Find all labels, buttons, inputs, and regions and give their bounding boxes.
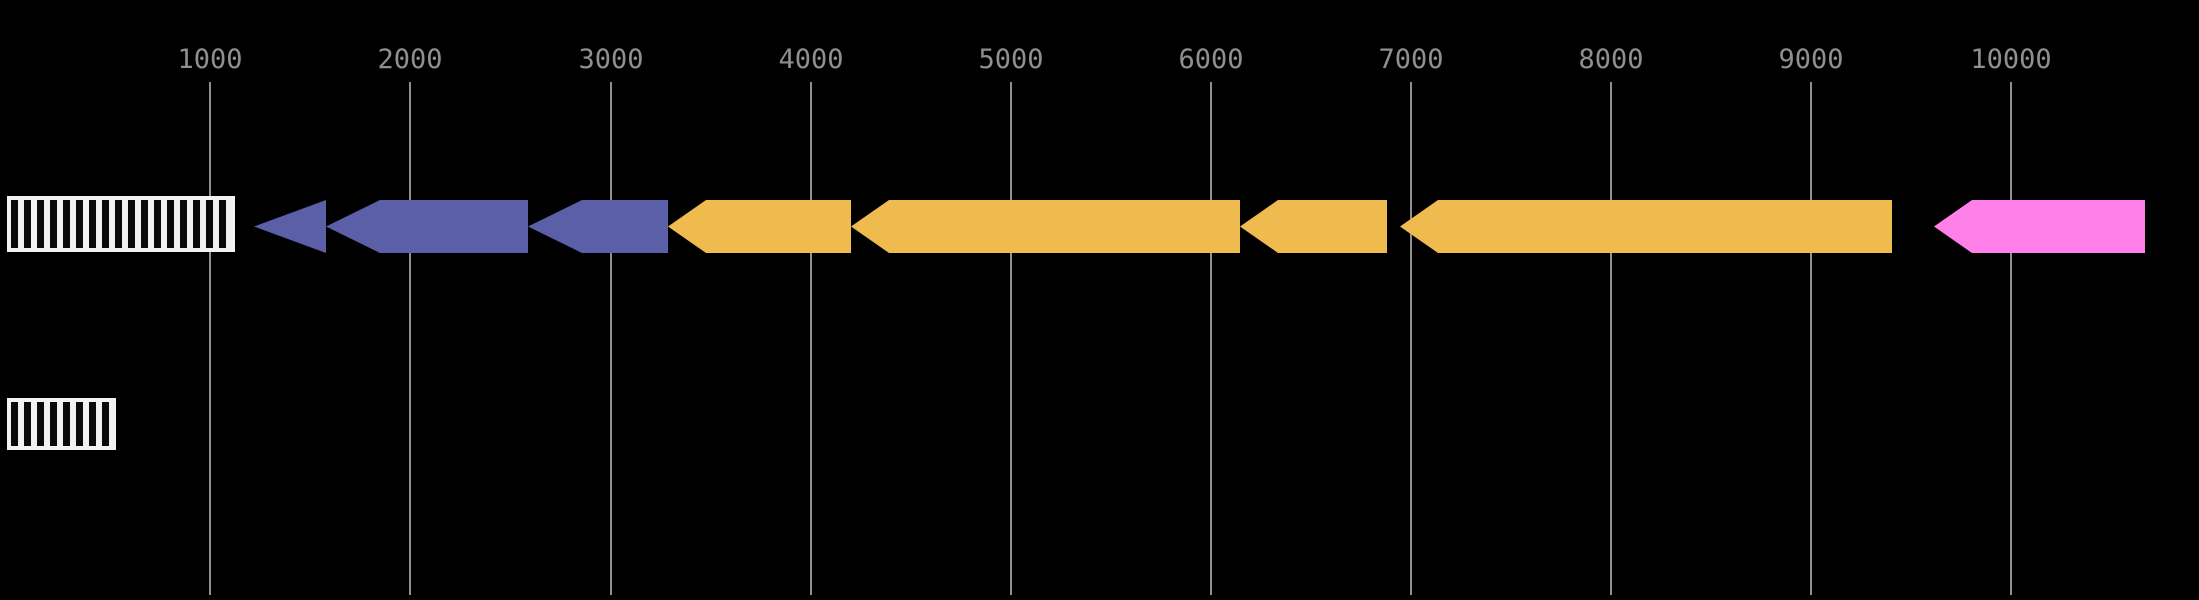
- arrow-orange-2-shape: [851, 200, 1240, 253]
- hatched-box-main: [7, 196, 235, 252]
- gridline-7000: [1410, 82, 1412, 595]
- arrow-blue-1-shape: [254, 200, 326, 253]
- axis-tick-label: 10000: [1970, 44, 2052, 75]
- arrow-pink-1[interactable]: [1934, 200, 2145, 253]
- arrow-orange-3-shape: [1240, 200, 1387, 253]
- axis-tick-label: 4000: [778, 44, 844, 75]
- hatch-stripes: [11, 402, 112, 446]
- axis-tick-label: 2000: [377, 44, 443, 75]
- arrow-blue-2[interactable]: [326, 200, 528, 253]
- arrow-orange-3[interactable]: [1240, 200, 1387, 253]
- axis-tick-label: 7000: [1378, 44, 1444, 75]
- gridline-8000: [1610, 82, 1612, 595]
- gridline-4000: [810, 82, 812, 595]
- gridline-5000: [1010, 82, 1012, 595]
- arrow-orange-2[interactable]: [851, 200, 1240, 253]
- gridline-2000: [409, 82, 411, 595]
- axis-tick-label: 1000: [177, 44, 243, 75]
- hatched-box-secondary: [7, 398, 116, 450]
- gridline-10000: [2010, 82, 2012, 595]
- gridline-9000: [1810, 82, 1812, 595]
- axis-tick-label: 8000: [1578, 44, 1644, 75]
- arrow-blue-2-shape: [326, 200, 528, 253]
- arrow-orange-1-shape: [668, 200, 851, 253]
- axis-tick-label: 5000: [978, 44, 1044, 75]
- arrow-blue-3[interactable]: [528, 200, 668, 253]
- arrow-blue-1[interactable]: [254, 200, 326, 253]
- axis-tick-label: 6000: [1178, 44, 1244, 75]
- gridline-6000: [1210, 82, 1212, 595]
- hatch-stripes: [11, 200, 231, 248]
- axis-tick-label: 3000: [578, 44, 644, 75]
- arrow-pink-1-shape: [1934, 200, 2145, 253]
- gridline-1000: [209, 82, 211, 595]
- arrow-orange-4-shape: [1400, 200, 1892, 253]
- arrow-orange-1[interactable]: [668, 200, 851, 253]
- gridline-3000: [610, 82, 612, 595]
- arrow-orange-4[interactable]: [1400, 200, 1892, 253]
- arrow-blue-3-shape: [528, 200, 668, 253]
- axis-tick-label: 9000: [1778, 44, 1844, 75]
